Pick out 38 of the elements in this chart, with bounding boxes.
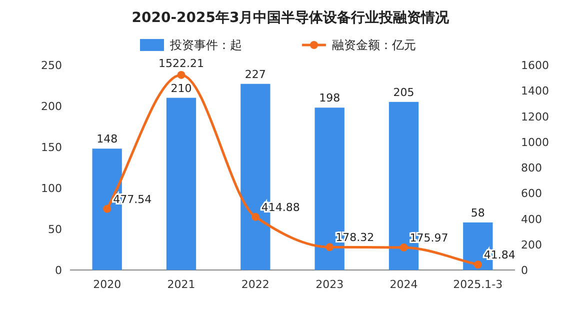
x-tick-label: 2020 — [93, 278, 122, 291]
y2-tick-label: 1000 — [521, 136, 549, 149]
point — [400, 243, 408, 252]
data-label: 210 — [170, 82, 192, 95]
chart-title: 2020-2025年3月中国半导体设备行业投融资情况 — [132, 10, 450, 26]
data-label: 148 — [96, 132, 118, 146]
data-label: 58 — [470, 206, 485, 220]
legend-label: 融资金额：亿元 — [332, 38, 416, 52]
point — [103, 204, 112, 213]
y2-tick-label: 1200 — [521, 110, 549, 124]
y-tick-label: 150 — [41, 141, 62, 154]
y2-tick-label: 1600 — [521, 59, 549, 72]
y-tick-label: 0 — [55, 264, 62, 277]
x-tick-label: 2023 — [316, 278, 344, 291]
x-tick-label: 2022 — [241, 278, 270, 291]
point — [326, 243, 334, 252]
y-tick-label: 200 — [41, 100, 62, 113]
point — [251, 212, 260, 221]
y2-tick-label: 400 — [521, 212, 542, 226]
y-tick-label: 250 — [41, 59, 62, 72]
point — [474, 260, 482, 269]
y2-tick-label: 0 — [521, 264, 528, 277]
y2-tick-label: 200 — [521, 238, 542, 252]
x-tick-label: 2025.1-3 — [453, 278, 503, 291]
legend-label: 投资事件：起 — [169, 38, 242, 52]
data-label: 198 — [319, 92, 340, 105]
point — [177, 70, 186, 79]
x-tick-label: 2021 — [167, 278, 196, 291]
data-label: 1522.21 — [158, 56, 204, 70]
data-label: 205 — [393, 86, 414, 99]
y-tick-label: 50 — [48, 223, 62, 236]
y2-tick-label: 800 — [521, 162, 542, 174]
y-tick-label: 100 — [41, 182, 62, 195]
x-tick-label: 2024 — [390, 278, 418, 291]
data-label: 227 — [244, 68, 266, 81]
y2-tick-label: 1400 — [521, 84, 549, 98]
bar — [166, 98, 196, 270]
y2-tick-label: 600 — [521, 187, 542, 200]
